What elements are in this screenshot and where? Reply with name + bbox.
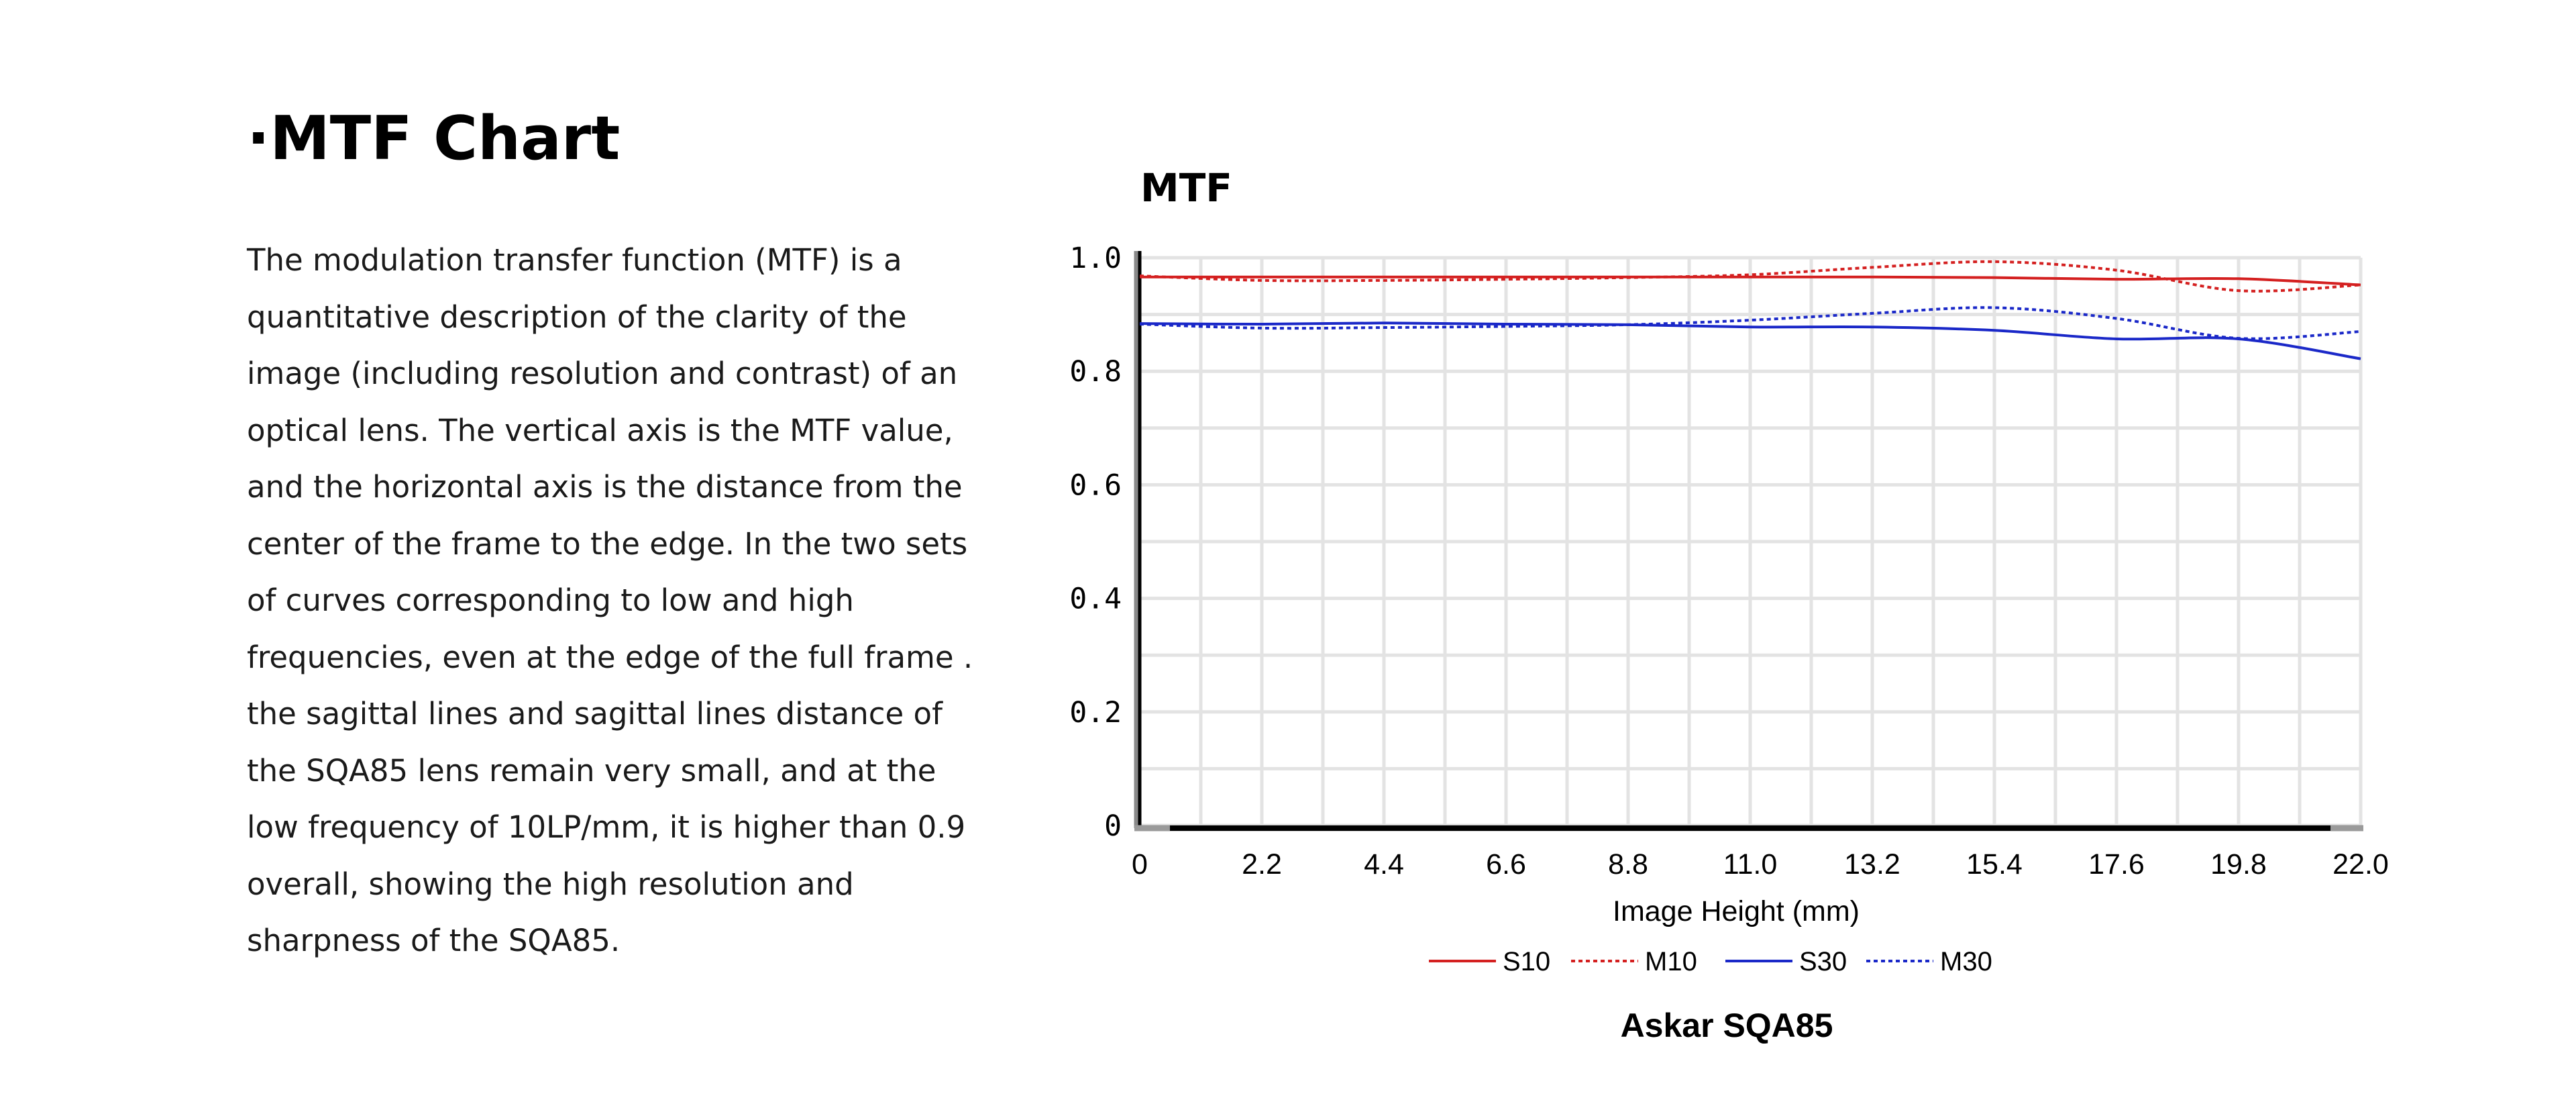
chart-series — [1139, 260, 2361, 360]
section-description: The modulation transfer function (MTF) i… — [247, 242, 973, 958]
x-tick-labels: 0 2.2 4.4 6.6 8.8 11.0 13.2 15.4 17.6 19.8 22.0 — [1132, 848, 2389, 880]
x-tick-label: 11.0 — [1723, 848, 1778, 880]
x-axis-label: Image Height (mm) — [1613, 895, 1860, 927]
chart-title: MTF — [1140, 165, 1232, 211]
y-tick-label: 0.2 — [1069, 696, 1122, 729]
legend-label-m10: M10 — [1645, 947, 1697, 976]
legend-label-s10: S10 — [1503, 947, 1550, 976]
x-tick-label: 22.0 — [2332, 848, 2389, 880]
y-tick-label: 0 — [1104, 809, 1122, 843]
series-line-s30 — [1139, 321, 2361, 360]
x-tick-label: 6.6 — [1486, 848, 1526, 880]
x-tick-label: 15.4 — [1966, 848, 2023, 880]
chart-grid — [1138, 256, 2363, 827]
series-line-s10 — [1140, 275, 2361, 287]
x-tick-label: 0 — [1132, 848, 1148, 880]
x-tick-label: 4.4 — [1364, 848, 1404, 880]
y-tick-label: 0.8 — [1069, 355, 1122, 389]
section-heading: ·MTF Chart — [247, 103, 621, 174]
chart-legend: S10 M10 S30 M30 — [1429, 947, 1992, 976]
chart-subtitle: Askar SQA85 — [1621, 1007, 1833, 1044]
legend-label-s30: S30 — [1799, 947, 1847, 976]
y-tick-label: 0.4 — [1069, 583, 1122, 616]
x-tick-label: 2.2 — [1242, 848, 1282, 880]
y-tick-label: 1.0 — [1069, 242, 1122, 275]
x-tick-label: 17.6 — [2088, 848, 2145, 880]
chart-axes — [1134, 251, 2363, 832]
y-tick-label: 0.6 — [1069, 468, 1122, 502]
x-tick-label: 8.8 — [1608, 848, 1648, 880]
x-tick-label: 13.2 — [1844, 848, 1900, 880]
x-tick-label: 19.8 — [2210, 848, 2267, 880]
y-tick-labels: 0 0.2 0.4 0.6 0.8 1.0 — [1069, 242, 1122, 843]
legend-label-m30: M30 — [1940, 947, 1992, 976]
